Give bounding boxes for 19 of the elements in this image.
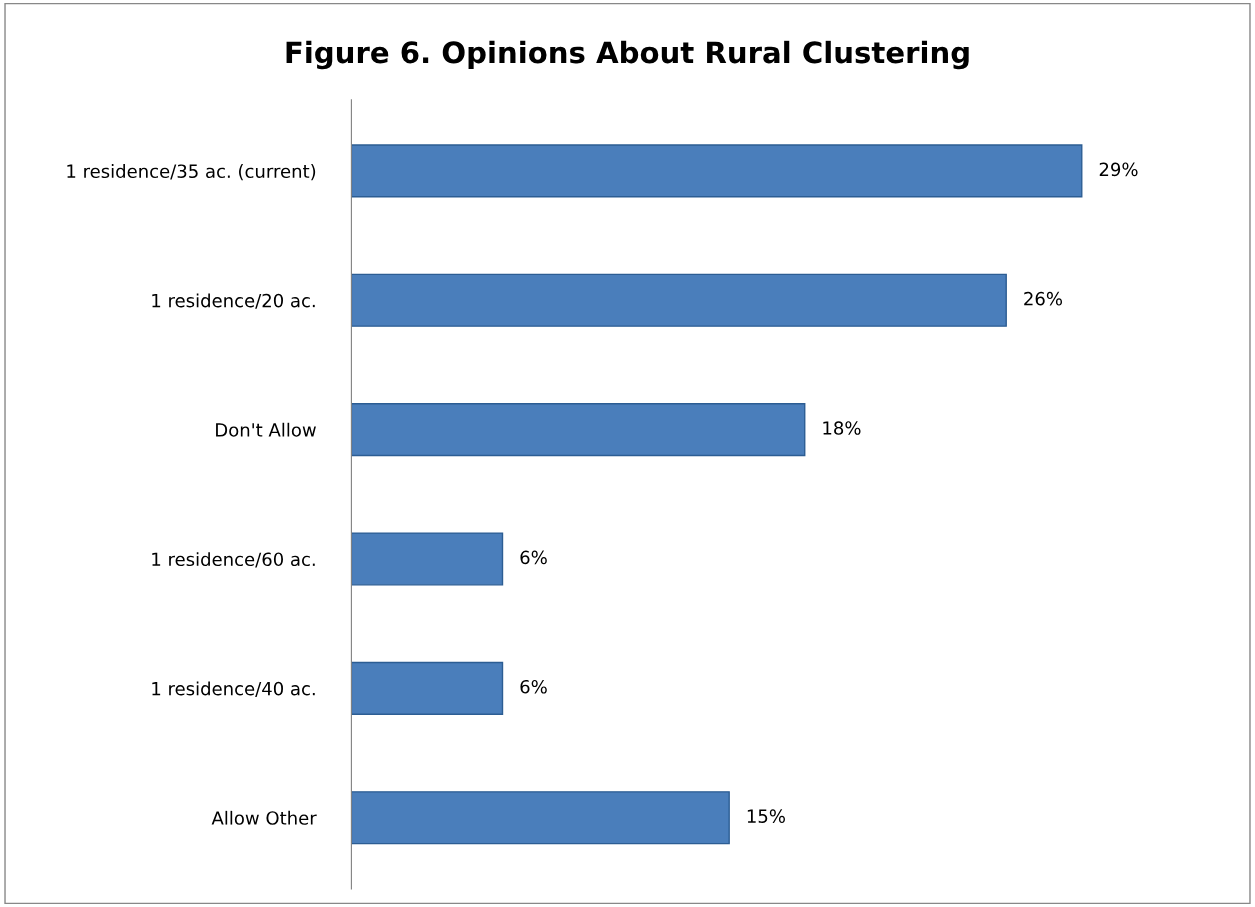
y-tick-label: Don't Allow (216, 422, 316, 437)
bar (351, 273, 1007, 327)
y-tick-label: Allow Other (211, 810, 317, 825)
y-tick-label: 1 residence/20 ac. (152, 293, 315, 309)
bar (351, 532, 504, 586)
bar (351, 661, 504, 715)
data-label: 26% (1024, 291, 1063, 306)
bar (351, 144, 1083, 198)
data-label: 6% (520, 679, 547, 694)
data-label: 18% (823, 421, 861, 435)
bar (351, 791, 730, 845)
y-tick-label: 1 residence/35 ac. (current) (67, 164, 316, 181)
chart-title: Figure 6. Opinions About Rural Clustering (286, 40, 969, 70)
bar (351, 403, 806, 457)
y-tick-label: 1 residence/60 ac. (152, 552, 315, 568)
data-label: 6% (520, 550, 547, 565)
data-label: 29% (1099, 162, 1138, 177)
y-tick-label: 1 residence/40 ac. (152, 681, 315, 697)
data-label: 15% (747, 809, 785, 823)
